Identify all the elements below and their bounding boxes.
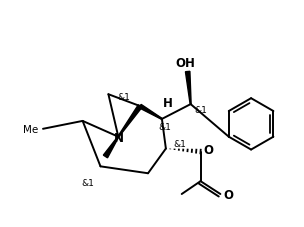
Polygon shape: [139, 105, 162, 120]
Text: Me: Me: [23, 124, 38, 134]
Text: H: H: [163, 96, 173, 109]
Text: OH: OH: [176, 57, 196, 70]
Text: O: O: [223, 188, 233, 201]
Polygon shape: [103, 137, 119, 158]
Text: &1: &1: [158, 123, 171, 132]
Polygon shape: [118, 105, 142, 137]
Text: N: N: [114, 132, 124, 145]
Text: &1: &1: [81, 178, 94, 187]
Text: &1: &1: [194, 105, 207, 114]
Text: &1: &1: [173, 140, 186, 148]
Text: O: O: [203, 143, 213, 156]
Polygon shape: [185, 72, 191, 105]
Text: &1: &1: [118, 92, 131, 101]
